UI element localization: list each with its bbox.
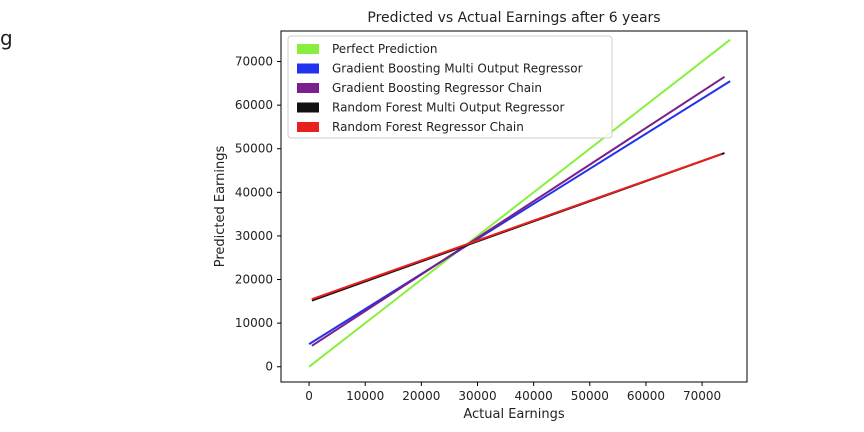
legend-label-1: Gradient Boosting Multi Output Regressor	[332, 62, 583, 76]
legend-label-0: Perfect Prediction	[332, 42, 437, 56]
y-tick-label-3: 30000	[235, 229, 273, 243]
legend-label-4: Random Forest Regressor Chain	[332, 120, 524, 134]
y-tick-label-7: 70000	[235, 55, 273, 69]
legend-swatch-3	[297, 102, 319, 113]
x-tick-label-3: 30000	[458, 389, 496, 403]
plot-frame	[280, 30, 748, 383]
legend-label-3: Random Forest Multi Output Regressor	[332, 101, 564, 115]
legend-swatch-1	[297, 63, 319, 74]
y-tick-label-1: 10000	[235, 316, 273, 330]
legend-swatch-2	[297, 83, 319, 93]
legend-box	[287, 35, 613, 139]
legend-swatch-4	[297, 122, 319, 132]
series-line-1	[308, 80, 731, 345]
y-tick-label-0: 0	[265, 360, 273, 374]
x-tick-label-5: 50000	[571, 389, 609, 403]
x-tick-label-0: 0	[305, 389, 313, 403]
x-tick-label-2: 20000	[402, 389, 440, 403]
x-axis-label: Actual Earnings	[463, 407, 564, 422]
y-tick-label-2: 20000	[235, 273, 273, 287]
x-tick-label-6: 60000	[627, 389, 665, 403]
y-tick-label-6: 60000	[235, 98, 273, 112]
x-tick-label-4: 40000	[515, 389, 553, 403]
x-tick-label-7: 70000	[683, 389, 721, 403]
y-axis-label: Predicted Earnings	[213, 145, 228, 267]
legend-label-2: Gradient Boosting Regressor Chain	[332, 81, 542, 95]
series-line-0	[308, 38, 731, 368]
series-line-2	[311, 75, 726, 347]
x-tick-label-1: 10000	[346, 389, 384, 403]
y-tick-label-5: 50000	[235, 142, 273, 156]
chart-title: Predicted vs Actual Earnings after 6 yea…	[367, 10, 660, 26]
y-tick-label-4: 40000	[235, 185, 273, 199]
legend-swatch-0	[297, 44, 319, 54]
page-fragment-text: g	[0, 26, 13, 50]
series-line-4	[311, 153, 723, 301]
